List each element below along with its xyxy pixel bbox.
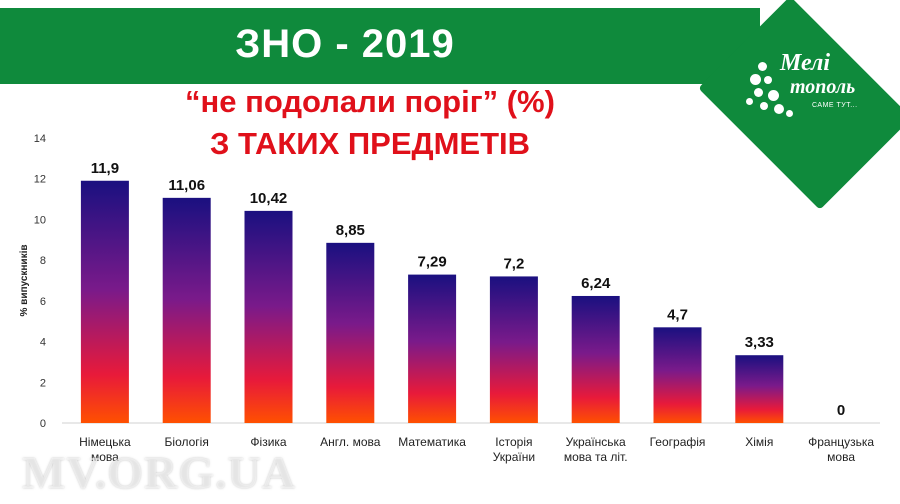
- bar: [735, 355, 784, 423]
- y-tick-label: 10: [34, 214, 46, 226]
- x-tick-label: Фізика: [250, 435, 287, 449]
- bar: [162, 197, 211, 423]
- y-axis-label: % випускників: [19, 244, 30, 316]
- data-label: 11,9: [91, 160, 119, 177]
- x-tick-label: Німецька: [79, 435, 131, 449]
- x-tick-label: Математика: [398, 435, 466, 449]
- data-label: 6,24: [581, 275, 611, 292]
- y-tick-label: 8: [40, 255, 46, 267]
- data-label: 7,29: [417, 254, 446, 271]
- x-tick-label: України: [493, 450, 535, 464]
- logo-word-meli: Мелі: [780, 50, 831, 76]
- data-label: 8,85: [336, 222, 365, 239]
- y-tick-label: 12: [34, 174, 46, 186]
- bar: [653, 327, 702, 423]
- watermark: MV.ORG.UA: [22, 447, 296, 498]
- x-tick-label: Англ. мова: [320, 435, 381, 449]
- y-tick-label: 2: [40, 377, 46, 389]
- x-tick-label: Хімія: [745, 435, 773, 449]
- page-title: ЗНО - 2019: [235, 22, 455, 66]
- bar: [244, 210, 293, 423]
- bar: [408, 274, 457, 423]
- x-tick-label: мова та літ.: [564, 450, 628, 464]
- y-tick-label: 14: [34, 133, 46, 145]
- data-label: 11,06: [168, 177, 205, 194]
- data-label: 4,7: [667, 306, 688, 323]
- y-tick-label: 0: [40, 418, 46, 430]
- bar: [80, 180, 129, 423]
- x-tick-label: Французька: [808, 435, 874, 449]
- bar: [326, 242, 375, 423]
- bar: [571, 295, 620, 423]
- title-banner: ЗНО - 2019: [0, 8, 760, 84]
- x-tick-label: Географія: [650, 435, 706, 449]
- bar: [489, 276, 538, 423]
- data-label: 3,33: [745, 334, 774, 351]
- x-tick-label: мова: [827, 450, 855, 464]
- y-tick-label: 6: [40, 296, 46, 308]
- y-tick-label: 4: [40, 337, 46, 349]
- chart-subtitle: “не подолали поріг” (%): [185, 84, 555, 119]
- logo-word-topol: тополь: [790, 76, 856, 98]
- logo-dots: [740, 40, 890, 160]
- x-tick-label: Біологія: [165, 435, 209, 449]
- chart-subtitle-2: З ТАКИХ ПРЕДМЕТІВ: [209, 126, 531, 161]
- x-tick-label: Історія: [495, 435, 532, 449]
- x-tick-label: мова: [91, 450, 119, 464]
- data-label: 0: [837, 402, 845, 419]
- logo-tagline: САМЕ ТУТ...: [812, 102, 858, 109]
- data-label: 7,2: [503, 255, 524, 272]
- data-label: 10,42: [250, 190, 288, 207]
- x-tick-label: Українська: [566, 435, 626, 449]
